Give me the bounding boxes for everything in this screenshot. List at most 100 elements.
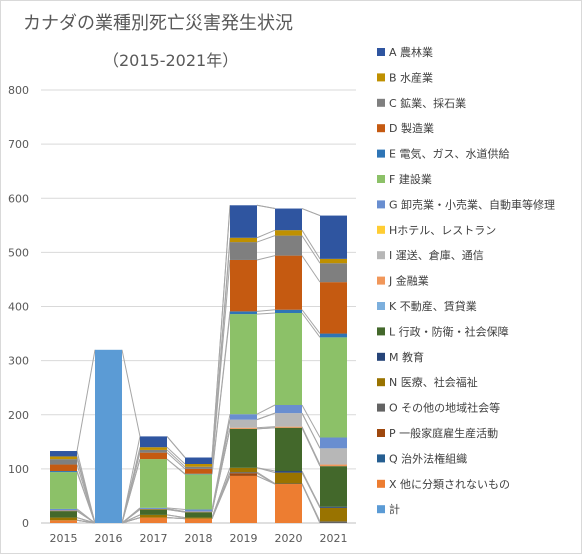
series-line [301, 309, 321, 334]
bar-segment [185, 464, 212, 467]
series-line [166, 452, 186, 470]
legend-label: F 建設業 [389, 172, 432, 186]
legend-label: P 一般家庭雇生産活動 [389, 426, 498, 440]
bar-segment [275, 309, 302, 313]
bar-segment [185, 509, 212, 512]
series-line [256, 427, 276, 430]
series-line [211, 419, 231, 512]
y-tick-label: 200 [8, 409, 29, 422]
legend-label: X 他に分類されないもの [389, 478, 510, 491]
legend-label: A 農林業 [389, 45, 433, 59]
legend-label: K 不動産、賃貸業 [389, 299, 477, 313]
legend-swatch [377, 48, 385, 56]
bar-segment [320, 466, 347, 507]
bar-segment [185, 511, 212, 513]
legend-swatch [377, 98, 385, 107]
series-line [121, 349, 141, 437]
series-line [256, 412, 276, 421]
series-line [301, 483, 321, 522]
series-line [301, 229, 321, 260]
bar-segment [140, 449, 167, 453]
series-line [166, 514, 186, 519]
bar-segment [230, 311, 257, 315]
bar-segment [140, 459, 167, 508]
legend-swatch [377, 352, 385, 361]
legend-swatch [377, 429, 385, 437]
legend-label: G 卸売業・小売業、自動車等修理 [389, 197, 555, 211]
legend-label: B 水産業 [389, 71, 433, 84]
series-line [256, 229, 276, 239]
legend-label: M 教育 [389, 350, 424, 364]
chart-subtitle: （2015-2021年） [103, 51, 239, 70]
y-tick-label: 400 [8, 301, 29, 314]
bar-segment [230, 472, 257, 474]
y-tick-label: 0 [22, 517, 29, 530]
bar-segment [185, 518, 212, 523]
bar-segment [140, 452, 167, 460]
bar-segment [50, 451, 77, 457]
legend-swatch [377, 378, 385, 387]
bar-segment [50, 464, 77, 472]
bar-segment [275, 483, 302, 485]
legend-swatch [377, 124, 385, 133]
bar-segment [275, 471, 302, 473]
bar-segment [50, 508, 77, 511]
bar-segment [50, 511, 77, 518]
bar-segment [275, 413, 302, 427]
bar-segment [275, 208, 302, 231]
bar-segment [275, 484, 302, 523]
bar-segment [230, 475, 257, 523]
bar-segment [50, 517, 77, 521]
bar-segment [230, 314, 257, 415]
bar-segment [320, 215, 347, 259]
series-line [256, 312, 276, 315]
bar-segment [320, 464, 347, 467]
legend-swatch [377, 175, 385, 183]
series-line [211, 467, 231, 518]
bar-segment [185, 517, 212, 519]
legend-label: O その他の地域社会等 [389, 401, 500, 415]
legend-swatch [377, 225, 385, 234]
legend-swatch [377, 327, 385, 336]
series-line [301, 412, 321, 449]
series-line [166, 458, 186, 475]
bar-segment [185, 466, 212, 469]
bar-segment [230, 419, 257, 428]
bar-segment [275, 426, 302, 428]
bar-segment [50, 471, 77, 473]
series-line [166, 449, 186, 468]
series-lines [76, 204, 321, 524]
x-tick-label: 2021 [320, 532, 348, 545]
series-line [256, 467, 276, 472]
bar-segment [320, 333, 347, 338]
bar-segment [140, 447, 167, 450]
bar-segment [140, 517, 167, 523]
bar-segment [320, 258, 347, 264]
series-line [256, 255, 276, 261]
series-line [166, 517, 186, 520]
y-tick-label: 600 [8, 192, 29, 205]
series-line [256, 404, 276, 415]
series-line [301, 427, 321, 467]
bar-segment [320, 263, 347, 283]
legend-swatch [377, 302, 385, 310]
legend-label: J 金融業 [388, 274, 429, 288]
series-line [256, 471, 276, 484]
bar-segment [50, 472, 77, 509]
bar-segment [230, 237, 257, 243]
series-line [211, 414, 231, 510]
series-line [256, 472, 276, 485]
bar-segment [140, 514, 167, 518]
bar-segment [275, 255, 302, 310]
bar-segment [230, 414, 257, 420]
legend-swatch [377, 403, 385, 412]
series-line [76, 349, 96, 452]
bar-segment [185, 474, 212, 510]
bar-segment [275, 235, 302, 256]
bar-segment [140, 507, 167, 509]
y-tick-label: 300 [8, 355, 29, 368]
legend-label: 計 [389, 502, 400, 516]
series-line [121, 436, 141, 524]
series-line [301, 472, 321, 509]
